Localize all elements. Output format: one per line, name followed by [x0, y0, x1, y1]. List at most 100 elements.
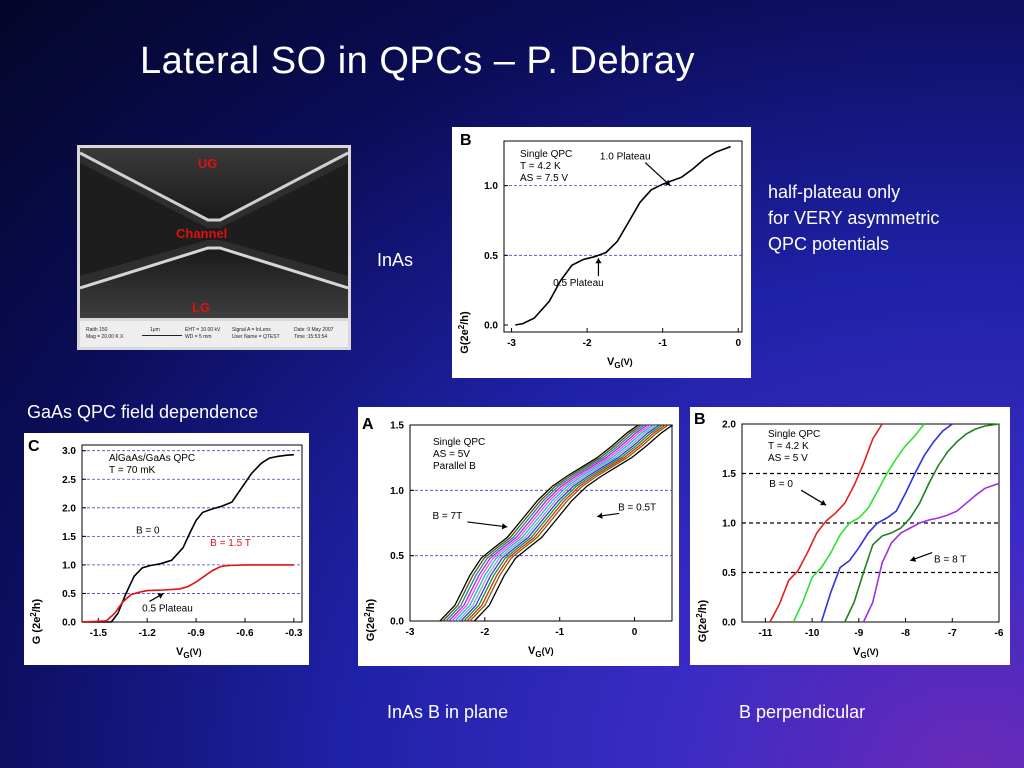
sem-info-item: EHT = 10.00 kV: [185, 327, 221, 333]
series-line: [439, 424, 639, 622]
y-tick-label: 2.5: [62, 475, 76, 486]
annotation-text: T = 4.2 K: [768, 441, 809, 452]
series-line: [792, 423, 925, 623]
sem-scale-bar: [142, 335, 182, 336]
y-tick-label: 0.5: [722, 568, 736, 579]
callout-arrow: [467, 521, 508, 528]
callout-arrowhead: [597, 512, 603, 519]
x-tick-label: -7: [948, 628, 957, 639]
sem-info-item: Mag = 20.00 K X: [86, 334, 124, 340]
y-tick-label: 3.0: [62, 446, 76, 457]
x-tick-label: -2: [480, 627, 489, 638]
y-axis-label: G(2e2/h): [363, 598, 377, 641]
x-tick-label: -11: [758, 628, 772, 639]
annotation-text: AS = 5 V: [768, 453, 808, 464]
callout-label: 1.0 Plateau: [600, 152, 651, 163]
sem-info-item: Date :9 May 2007: [294, 327, 334, 333]
x-tick-label: -1.2: [139, 628, 157, 639]
panel-letter: B: [460, 132, 472, 149]
series-line: [460, 424, 660, 622]
series-line: [448, 424, 648, 622]
y-tick-label: 0.0: [390, 617, 404, 628]
panel-letter: A: [362, 416, 374, 433]
ug-label: UG: [198, 156, 218, 171]
callout-label: B = 1.5 T: [210, 538, 251, 549]
y-axis-label: G(2e2/h): [695, 599, 709, 642]
sem-info-item: Signal A = InLens: [232, 327, 271, 333]
y-tick-label: 1.0: [722, 519, 736, 530]
callout-label: 0.5 Plateau: [553, 278, 604, 289]
x-tick-label: -2: [583, 338, 592, 349]
y-tick-label: 0.5: [484, 251, 498, 262]
callout-arrowhead: [820, 499, 827, 506]
inas-label: InAs: [377, 250, 414, 270]
callout-arrowhead: [910, 555, 917, 562]
callout-label: B = 0: [769, 479, 793, 490]
x-axis-label: VG(V): [853, 646, 879, 660]
sem-info-bar: Raith 150 Mag = 20.00 K X 1μm EHT = 10.0…: [80, 321, 348, 347]
half-plateau-line-2: for VERY asymmetric: [768, 208, 940, 228]
sem-micrograph: UG Channel LG: [80, 148, 348, 318]
annotation-text: T = 70 mK: [109, 465, 156, 476]
sem-info-item: User Name = QTEST: [232, 334, 280, 340]
series-line: [769, 423, 883, 623]
series-line: [469, 424, 669, 622]
x-tick-label: -1: [555, 627, 564, 638]
series-line: [81, 564, 294, 623]
series-line: [844, 423, 1000, 623]
series-line: [463, 424, 663, 622]
slide-title: Lateral SO in QPCs – P. Debray: [140, 40, 695, 82]
x-axis-label: VG(V): [607, 356, 633, 370]
annotation-text: Parallel B: [433, 461, 476, 472]
callout-label: B = 0.5T: [618, 502, 656, 513]
gaas-caption: GaAs QPC field dependence: [27, 402, 259, 422]
series-line: [82, 453, 294, 623]
annotation-text: AlGaAs/GaAs QPC: [109, 453, 195, 464]
y-tick-label: 1.0: [390, 486, 404, 497]
x-tick-label: -1.5: [90, 628, 108, 639]
x-tick-label: -0.3: [285, 628, 303, 639]
y-tick-label: 0.0: [484, 321, 498, 332]
y-tick-label: 2.0: [722, 420, 736, 431]
sem-image: UG Channel LG Raith 150 Mag = 20.00 K X …: [77, 145, 351, 350]
series-line: [451, 424, 651, 622]
x-tick-label: -8: [901, 628, 910, 639]
y-tick-label: 1.5: [722, 469, 736, 480]
series-line: [862, 482, 1000, 623]
callout-arrow: [644, 162, 671, 187]
half-plateau-line-1: half-plateau only: [768, 182, 901, 202]
callout-arrowhead: [501, 523, 508, 530]
series-line: [457, 424, 657, 622]
chart-panel-inas-b-perp: -11 -10 -9 -8 -7 -6 0.0 0.5 1.0 1.5 2.0 B Single QPC…: [690, 407, 1010, 665]
x-tick-label: -1: [658, 338, 667, 349]
sem-info-item: WD = 5 mm: [185, 334, 212, 340]
annotation-text: Single QPC: [768, 429, 820, 440]
annotation-text: AS = 7.5 V: [520, 173, 568, 184]
plot-frame: [503, 140, 743, 333]
series-line: [466, 424, 666, 622]
y-tick-label: 0.5: [62, 589, 76, 600]
series-line: [473, 424, 674, 622]
x-tick-label: -10: [805, 628, 820, 639]
annotation-text: Single QPC: [520, 149, 572, 160]
x-tick-label: -3: [406, 627, 415, 638]
callout-arrowhead: [595, 258, 602, 264]
b-perp-caption: B perpendicular: [739, 702, 866, 722]
chart-panel-gaas: -1.5 -1.2 -0.9 -0.6 -0.3 0.0 0.5 1.0 1.5 2.0 2.5 3.…: [24, 433, 309, 665]
y-tick-label: 1.0: [62, 560, 76, 571]
x-tick-label: -3: [507, 338, 516, 349]
half-plateau-line-3: QPC potentials: [768, 234, 890, 254]
channel-label: Channel: [176, 226, 228, 241]
sem-scale-label: 1μm: [150, 327, 160, 333]
y-tick-label: 0.0: [722, 618, 736, 629]
x-axis-label: VG(V): [528, 645, 554, 659]
annotation-text: T = 4.2 K: [520, 161, 561, 172]
y-tick-label: 1.0: [484, 181, 498, 192]
x-tick-label: -9: [854, 628, 863, 639]
annotation-text: Single QPC: [433, 437, 485, 448]
callout-label: B = 0: [136, 526, 160, 537]
y-tick-label: 0.5: [390, 551, 404, 562]
y-tick-label: 0.0: [62, 618, 76, 629]
